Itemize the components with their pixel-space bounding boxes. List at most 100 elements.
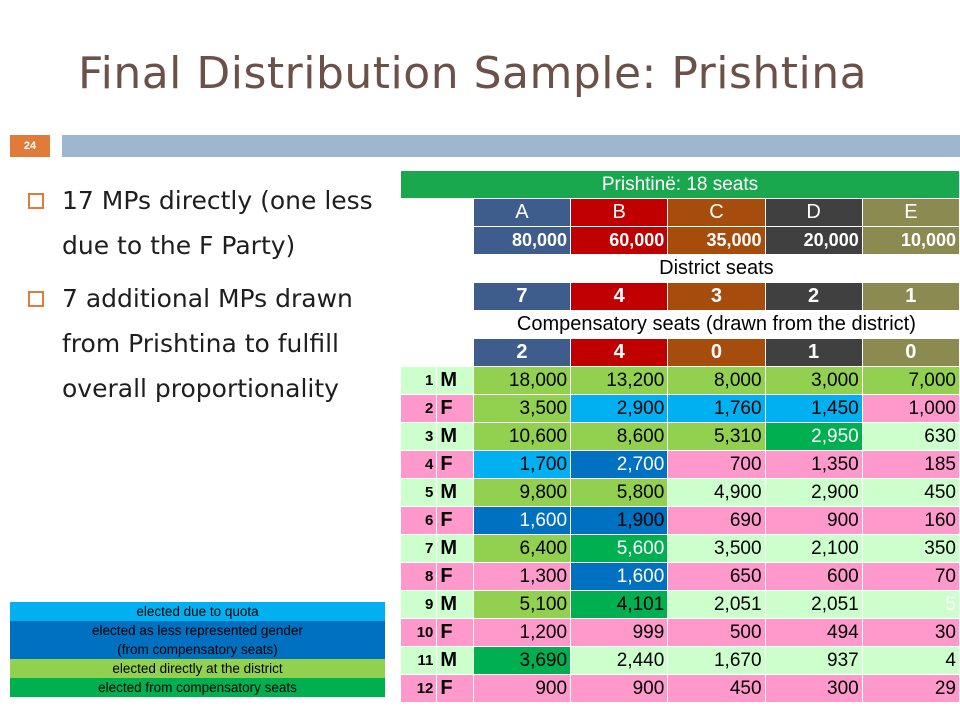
cell: 8,600 xyxy=(570,422,669,451)
table-row: 8 F 1,300 1,600 650 600 70 xyxy=(399,562,960,591)
table-row: 1 M 18,000 13,200 8,000 3,000 7,000 xyxy=(399,366,960,395)
party-c-votes: 35,000 xyxy=(667,226,766,255)
party-c-district-seats: 3 xyxy=(667,282,766,311)
cell: 2,900 xyxy=(570,394,669,423)
cell: 5,100 xyxy=(472,590,572,619)
table-row: 10 F 1,200 999 500 494 30 xyxy=(399,618,960,647)
slide-number: 24 xyxy=(10,135,50,157)
cell: 13,200 xyxy=(570,366,669,395)
table-row: 5 M 9,800 5,800 4,900 2,900 450 xyxy=(399,478,960,507)
party-e-votes: 10,000 xyxy=(861,226,960,255)
row-gender: F xyxy=(436,394,474,423)
cell: 900 xyxy=(764,506,863,535)
party-b-comp-seats: 4 xyxy=(570,338,669,367)
bullet-text: 17 MPs directly (one less due to the F P… xyxy=(62,186,373,260)
cell: 4,900 xyxy=(667,478,766,507)
party-c-name: C xyxy=(667,198,766,227)
cell: 450 xyxy=(861,478,960,507)
cell: 4 xyxy=(861,646,960,675)
cell: 5,800 xyxy=(570,478,669,507)
party-e-name: E xyxy=(861,198,960,227)
row-index: 1 xyxy=(399,366,438,395)
district-seats-label: District seats xyxy=(472,254,960,283)
cell: 185 xyxy=(861,450,960,479)
title-divider-bar xyxy=(62,135,960,157)
row-index: 6 xyxy=(399,506,438,535)
party-b-district-seats: 4 xyxy=(570,282,669,311)
cell: 30 xyxy=(861,618,960,647)
cell: 1,350 xyxy=(764,450,863,479)
cell: 3,500 xyxy=(472,394,572,423)
party-a-votes: 80,000 xyxy=(472,226,572,255)
table-row: 7 M 6,400 5,600 3,500 2,100 350 xyxy=(399,534,960,563)
seat-distribution-table: Prishtinë: 18 seats A B C D E 80,000 60,… xyxy=(399,170,960,703)
bullet-list: 17 MPs directly (one less due to the F P… xyxy=(28,178,378,419)
cell: 160 xyxy=(861,506,960,535)
cell: 1,200 xyxy=(472,618,572,647)
party-a-comp-seats: 2 xyxy=(472,338,572,367)
row-index: 11 xyxy=(399,646,438,675)
cell: 10,600 xyxy=(472,422,572,451)
cell: 2,051 xyxy=(764,590,863,619)
cell: 2,700 xyxy=(570,450,669,479)
cell: 1,000 xyxy=(861,394,960,423)
legend-direct: elected directly at the district xyxy=(10,659,385,678)
cell: 1,450 xyxy=(764,394,863,423)
row-index: 7 xyxy=(399,534,438,563)
table-title: Prishtinë: 18 seats xyxy=(400,170,960,199)
cell: 999 xyxy=(570,618,669,647)
cell: 3,500 xyxy=(667,534,766,563)
cell: 2,900 xyxy=(764,478,863,507)
row-index: 12 xyxy=(399,674,438,703)
party-d-district-seats: 2 xyxy=(764,282,863,311)
cell: 494 xyxy=(764,618,863,647)
bullet-item: 7 additional MPs drawn from Prishtina to… xyxy=(28,276,378,411)
cell: 2,440 xyxy=(570,646,669,675)
cell: 2,950 xyxy=(764,422,863,451)
table-row: 11 M 3,690 2,440 1,670 937 4 xyxy=(399,646,960,675)
party-b-name: B xyxy=(570,198,669,227)
cell: 6,400 xyxy=(472,534,572,563)
cell: 8,000 xyxy=(667,366,766,395)
cell: 450 xyxy=(667,674,766,703)
slide-title: Final Distribution Sample: Prishtina xyxy=(78,48,868,99)
party-d-votes: 20,000 xyxy=(764,226,863,255)
cell: 2,100 xyxy=(764,534,863,563)
cell: 900 xyxy=(570,674,669,703)
row-gender: M xyxy=(436,478,474,507)
table-row: 2 F 3,500 2,900 1,760 1,450 1,000 xyxy=(399,394,960,423)
cell: 1,670 xyxy=(667,646,766,675)
row-gender: M xyxy=(436,366,474,395)
cell: 29 xyxy=(861,674,960,703)
table-row: 12 F 900 900 450 300 29 xyxy=(399,674,960,703)
row-index: 5 xyxy=(399,478,438,507)
row-gender: F xyxy=(436,674,474,703)
cell: 1,300 xyxy=(472,562,572,591)
legend-quota: elected due to quota xyxy=(10,602,385,621)
cell: 7,000 xyxy=(861,366,960,395)
table-row: 6 F 1,600 1,900 690 900 160 xyxy=(399,506,960,535)
cell: 3,000 xyxy=(764,366,863,395)
table-row: 4 F 1,700 2,700 700 1,350 185 xyxy=(399,450,960,479)
cell: 650 xyxy=(667,562,766,591)
legend-compensatory: elected from compensatory seats xyxy=(10,678,385,697)
row-gender: F xyxy=(436,450,474,479)
legend-gender: elected as less represented gender xyxy=(10,621,385,640)
party-d-comp-seats: 1 xyxy=(764,338,863,367)
cell: 9,800 xyxy=(472,478,572,507)
cell: 1,700 xyxy=(472,450,572,479)
bullet-square-icon xyxy=(28,291,44,307)
cell: 630 xyxy=(861,422,960,451)
party-b-votes: 60,000 xyxy=(570,226,669,255)
cell: 500 xyxy=(667,618,766,647)
cell: 4,101 xyxy=(570,590,669,619)
row-gender: F xyxy=(436,618,474,647)
cell: 900 xyxy=(472,674,572,703)
bullet-square-icon xyxy=(28,193,44,209)
cell: 5,310 xyxy=(667,422,766,451)
cell: 5 xyxy=(861,590,960,619)
cell: 18,000 xyxy=(472,366,572,395)
cell: 937 xyxy=(764,646,863,675)
row-gender: M xyxy=(436,422,474,451)
cell: 1,900 xyxy=(570,506,669,535)
